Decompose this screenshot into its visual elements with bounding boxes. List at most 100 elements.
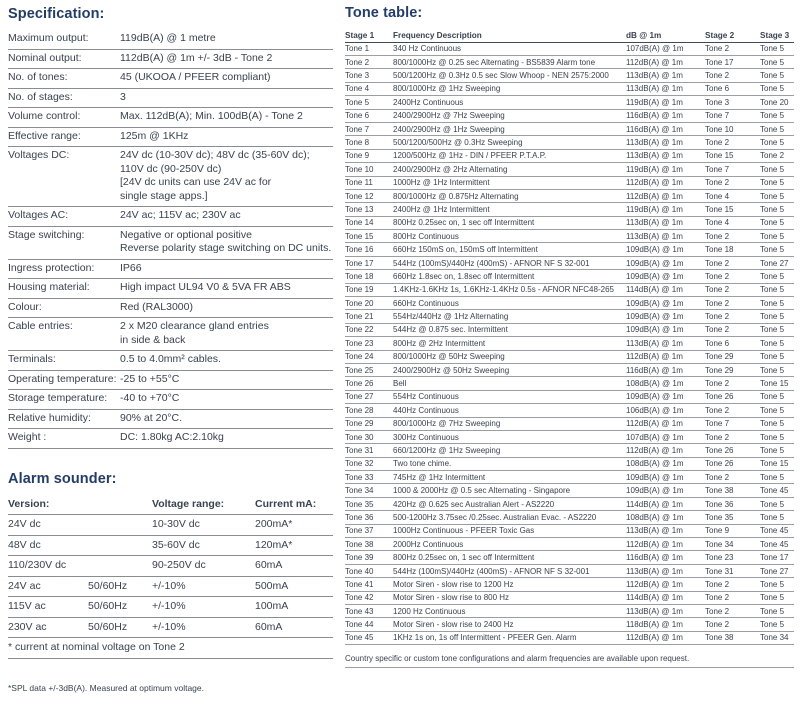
tone-row: Tone 16 660Hz 150mS on, 150mS off Intermi… bbox=[345, 243, 794, 257]
alarm-cell: 200mA* bbox=[255, 518, 293, 530]
tone-row: Tone 26 Bell 108dB(A) @ 1m Tone 2 Tone 15 bbox=[345, 377, 794, 391]
spec-row-value-line: Reverse polarity stage switching on DC u… bbox=[120, 242, 332, 254]
tone-cell: Tone 3 bbox=[345, 71, 370, 81]
spec-row-value-line: Negative or optional positive bbox=[120, 228, 252, 241]
tone-cell: 112dB(A) @ 1m bbox=[626, 191, 683, 201]
tone-cell: 112dB(A) @ 1m bbox=[626, 633, 683, 643]
tone-cell: 112dB(A) @ 1m bbox=[626, 539, 683, 549]
tone-cell: 800Hz 0.25sec on, 1 sec off Intermittent bbox=[393, 218, 535, 228]
spec-row-value: 3 bbox=[120, 90, 126, 103]
tone-cell: Tone 5 bbox=[760, 606, 785, 616]
tone-cell: Tone 2 bbox=[705, 325, 730, 335]
tone-cell: 340 Hz Continuous bbox=[393, 44, 462, 54]
tone-cell: Tone 20 bbox=[760, 97, 789, 107]
tone-cell: Tone 26 bbox=[705, 446, 734, 455]
alarm-cell: +/-10% bbox=[152, 579, 186, 592]
tone-cell: Tone 5 bbox=[345, 97, 370, 107]
spec-row: Colour: Red (RAL3000) bbox=[8, 299, 333, 318]
tone-cell: 116dB(A) @ 1m bbox=[626, 111, 683, 121]
tone-cell: 113dB(A) @ 1m bbox=[626, 71, 683, 81]
tone-cell: Tone 38 bbox=[705, 633, 734, 643]
alarm-cell: 90-250V dc bbox=[152, 559, 206, 571]
tone-cell: Tone 45 bbox=[345, 633, 374, 643]
specification-title: Specification: bbox=[8, 6, 105, 22]
spec-row: Nominal output: 112dB(A) @ 1m +/- 3dB - T… bbox=[8, 50, 333, 69]
tone-row: Tone 39 800Hz 0.25sec on, 1 sec off Inter… bbox=[345, 551, 794, 565]
tone-cell: Tone 15 bbox=[760, 459, 789, 469]
tone-cell: 114dB(A) @ 1m bbox=[626, 499, 683, 509]
tone-cell: Tone 21 bbox=[345, 312, 374, 322]
tone-row: Tone 12 800/1000Hz @ 0.875Hz Alternating 1… bbox=[345, 190, 794, 204]
spec-row: No. of tones: 45 (UKOOA / PFEER compliant… bbox=[8, 69, 333, 89]
specification-table: Maximum output: 119dB(A) @ 1 metre Nominal… bbox=[8, 30, 333, 449]
tone-cell: Tone 11 bbox=[345, 178, 373, 188]
tone-cell: Tone 5 bbox=[760, 620, 785, 630]
alarm-sounder-title: Alarm sounder: bbox=[8, 470, 117, 487]
tone-cell: 544Hz @ 0.875 sec. Intermittent bbox=[393, 325, 508, 335]
spec-row-label: Effective range: bbox=[8, 129, 81, 142]
tone-cell: Tone 5 bbox=[760, 57, 785, 67]
tone-cell: Tone 35 bbox=[705, 512, 734, 522]
alarm-cell: 60mA bbox=[255, 620, 283, 633]
alarm-cell: 110/230V dc bbox=[8, 559, 67, 571]
alarm-header-cell: Version: bbox=[8, 497, 50, 510]
tone-cell: 800/1000Hz @ 1Hz Sweeping bbox=[393, 84, 501, 94]
tone-cell: Tone 26 bbox=[345, 379, 374, 389]
tone-cell: 800Hz @ 2Hz Intermittent bbox=[393, 338, 486, 348]
tone-cell: Tone 45 bbox=[760, 526, 789, 536]
spec-row-value: 119dB(A) @ 1 metre bbox=[120, 32, 216, 44]
spec-row-label: Voltages DC: bbox=[8, 149, 70, 161]
tone-row: Tone 18 660Hz 1.8sec on, 1.8sec off Inter… bbox=[345, 270, 794, 284]
tone-cell: 554Hz/440Hz @ 1Hz Alternating bbox=[393, 312, 509, 322]
tone-cell: 114dB(A) @ 1m bbox=[626, 285, 683, 295]
tone-cell: Tone 17 bbox=[345, 258, 374, 268]
tone-cell: Tone 20 bbox=[345, 298, 374, 308]
tone-cell: Tone 30 bbox=[345, 432, 374, 442]
tone-cell: Tone 42 bbox=[345, 593, 374, 603]
tone-cell: Tone 5 bbox=[760, 472, 785, 482]
tone-cell: Tone 2 bbox=[345, 57, 370, 67]
tone-cell: Tone 13 bbox=[345, 204, 374, 214]
tone-table-footnote: Country specific or custom tone configur… bbox=[345, 654, 794, 669]
tone-cell: Tone 7 bbox=[705, 419, 730, 429]
alarm-row: 24V dc 10-30V dc 200mA* bbox=[8, 515, 333, 536]
tone-row: Tone 28 440Hz Continuous 106dB(A) @ 1m Tone… bbox=[345, 404, 794, 418]
tone-cell: 114dB(A) @ 1m bbox=[626, 593, 683, 603]
spec-row-label: Colour: bbox=[8, 300, 42, 313]
tone-cell: 113dB(A) @ 1m bbox=[626, 566, 683, 576]
tone-cell: 108dB(A) @ 1m bbox=[626, 512, 684, 522]
tone-cell: Tone 3 bbox=[705, 97, 730, 107]
alarm-header-row: Version: Voltage range: Current mA: bbox=[8, 495, 333, 515]
tone-cell: 116dB(A) @ 1m bbox=[626, 365, 683, 375]
tone-row: Tone 31 660/1200Hz @ 1Hz Sweeping 112dB(A)… bbox=[345, 444, 794, 458]
tone-cell: Tone 36 bbox=[705, 499, 734, 509]
spec-row-label: Voltages AC: bbox=[8, 209, 69, 221]
tone-cell: 109dB(A) @ 1m bbox=[626, 312, 684, 322]
tone-cell: Tone 29 bbox=[705, 352, 734, 362]
tone-row: Tone 3 500/1200Hz @ 0.3Hz 0.5 sec Slow Wh… bbox=[345, 69, 794, 83]
tone-cell: Tone 39 bbox=[345, 553, 374, 563]
tone-cell: Tone 7 bbox=[705, 164, 730, 174]
tone-cell: 109dB(A) @ 1m bbox=[626, 258, 684, 268]
tone-row: Tone 11 1000Hz @ 1Hz Intermittent 112dB(A)… bbox=[345, 177, 794, 190]
alarm-cell: 24V dc bbox=[8, 518, 41, 530]
tone-cell: Tone 6 bbox=[345, 111, 370, 121]
tone-cell: 119dB(A) @ 1m bbox=[626, 204, 683, 214]
tone-row: Tone 2 800/1000Hz @ 0.25 sec Alternating … bbox=[345, 56, 794, 70]
tone-cell: Tone 15 bbox=[345, 231, 374, 241]
tone-cell: Bell bbox=[393, 379, 407, 389]
tone-cell: Tone 44 bbox=[345, 620, 374, 630]
spec-row-value-line: single stage apps.] bbox=[120, 189, 208, 202]
tone-cell: Tone 38 bbox=[345, 539, 374, 549]
tone-cell: Tone 26 bbox=[705, 459, 734, 469]
tone-cell: Tone 2 bbox=[705, 405, 730, 415]
tone-cell: 119dB(A) @ 1m bbox=[626, 97, 683, 107]
tone-cell: Tone 5 bbox=[760, 352, 785, 362]
tone-row: Tone 33 745Hz @ 1Hz Intermittent 109dB(A) … bbox=[345, 471, 794, 485]
tone-cell: Two tone chime. bbox=[393, 459, 452, 469]
tone-cell: Tone 5 bbox=[760, 499, 785, 509]
spec-row-label: Operating temperature: bbox=[8, 372, 117, 385]
alarm-cell: 230V ac bbox=[8, 620, 47, 633]
spec-row-label: Terminals: bbox=[8, 353, 56, 365]
tone-cell: Tone 5 bbox=[760, 231, 785, 241]
